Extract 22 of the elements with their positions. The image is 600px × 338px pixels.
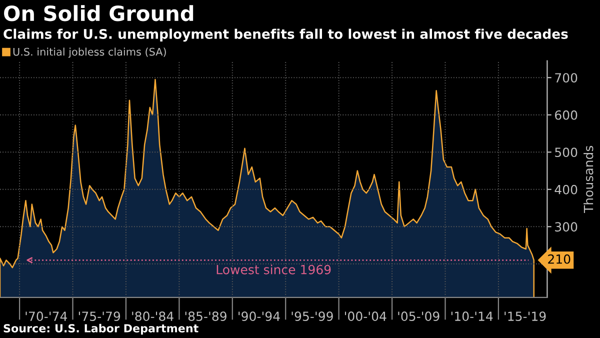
text: U.S. initial jobless claims (SA) xyxy=(13,48,166,58)
x-tick-label: '80-'84 xyxy=(132,312,174,322)
source-note: Source: U.S. Labor Department xyxy=(4,324,198,335)
y-tick-label: 400 xyxy=(554,184,578,194)
x-tick-label: '75-'79 xyxy=(78,312,120,322)
y-tick-label: 600 xyxy=(555,110,578,120)
x-tick-label: '70-'74 xyxy=(26,312,68,322)
x-tick-label: '15-'19 xyxy=(504,312,546,322)
x-tick-label: '10-'14 xyxy=(451,312,493,322)
y-tick-label: 700 xyxy=(555,73,578,83)
y-tick-label: 300 xyxy=(555,222,578,232)
x-tick-label: '00-'04 xyxy=(344,312,386,322)
y-axis-title: Thousands xyxy=(584,146,594,214)
chart-title: On Solid Ground xyxy=(4,5,194,22)
x-tick-label: '95-'99 xyxy=(292,312,333,322)
x-tick-label: '90-'94 xyxy=(238,312,280,322)
y-tick-label: 500 xyxy=(555,148,578,158)
annotation: 210 xyxy=(548,254,570,264)
ref-line-label: Lowest since 1969 xyxy=(216,264,331,274)
chart-subtitle: Claims for U.S. unemployment benefits fall to lowest in almost five decades xyxy=(4,28,568,42)
x-tick-label: '05-'09 xyxy=(398,312,440,322)
x-tick-label: '85-'89 xyxy=(185,312,226,322)
